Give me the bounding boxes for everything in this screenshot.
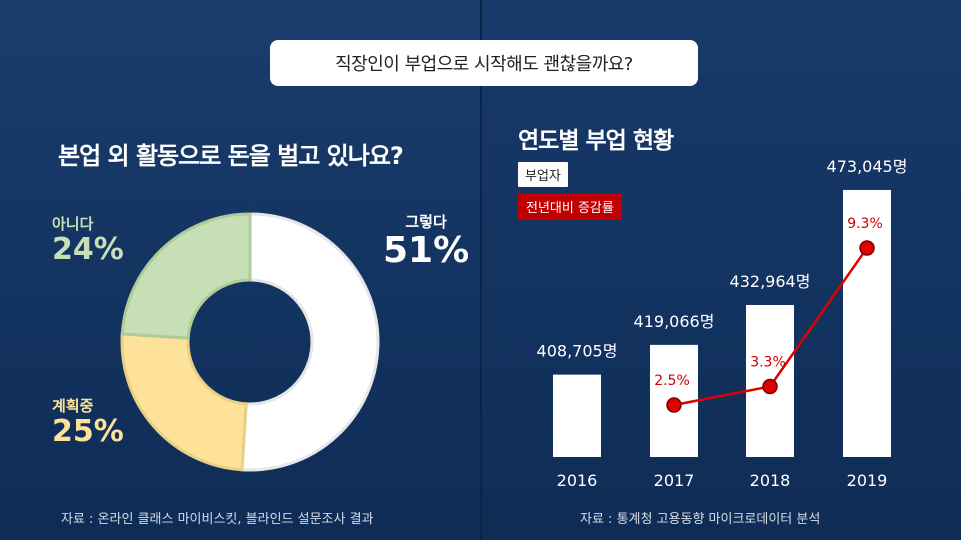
bar-value-label-2017: 419,066명 bbox=[634, 312, 715, 331]
x-tick-label-2016: 2016 bbox=[557, 471, 598, 490]
growth-point-2018 bbox=[762, 378, 778, 395]
pie-label-plan-text: 계획중 bbox=[52, 397, 94, 415]
pie-label-plan-value: 25% bbox=[52, 413, 124, 449]
bar-chart-heading: 연도별 부업 현황 bbox=[518, 128, 674, 154]
growth-label-2019: 9.3% bbox=[847, 216, 883, 232]
pie-chart-heading: 본업 외 활동으로 돈을 벌고 있나요? bbox=[58, 142, 404, 170]
x-tick-label-2017: 2017 bbox=[654, 471, 695, 490]
x-tick-label-2018: 2018 bbox=[750, 471, 791, 490]
pie-label-yes-value: 51% bbox=[383, 229, 470, 271]
pie-slice-0 bbox=[240, 212, 380, 472]
bar-value-label-2016: 408,705명 bbox=[537, 342, 618, 361]
right-source-note: 자료 : 통계청 고용동향 마이크로데이터 분석 bbox=[580, 512, 821, 527]
main-title: 직장인이 부업으로 시작해도 괜찮을까요? bbox=[270, 40, 698, 86]
pie-label-yes: 그렇다 51% bbox=[383, 214, 469, 270]
x-tick-label-2019: 2019 bbox=[847, 471, 888, 490]
bar-value-label-2019: 473,045명 bbox=[827, 157, 908, 176]
pie-slice-1 bbox=[120, 332, 248, 472]
pie-label-no-value: 24% bbox=[52, 231, 124, 267]
panel-divider bbox=[480, 0, 482, 540]
bar-2016 bbox=[553, 374, 601, 457]
pie-label-no-text: 아니다 bbox=[52, 215, 94, 233]
bar-value-label-2018: 432,964명 bbox=[730, 272, 811, 291]
pie-label-yes-text: 그렇다 bbox=[405, 213, 447, 231]
legend-line-series: 전년대비 증감률 bbox=[518, 193, 622, 220]
growth-label-2017: 2.5% bbox=[654, 373, 690, 389]
growth-label-2018: 3.3% bbox=[750, 355, 786, 371]
pie-label-no: 아니다 24% bbox=[52, 216, 124, 266]
growth-point-2019 bbox=[859, 240, 875, 256]
pie-label-plan: 계획중 25% bbox=[52, 398, 124, 448]
bar-2019 bbox=[843, 189, 891, 457]
growth-point-2017 bbox=[666, 397, 682, 413]
left-source-note: 자료 : 온라인 클래스 마이비스킷, 블라인드 설문조사 결과 bbox=[61, 512, 374, 527]
legend-bar-series: 부업자 bbox=[518, 162, 568, 187]
pie-slice-2 bbox=[120, 212, 252, 340]
